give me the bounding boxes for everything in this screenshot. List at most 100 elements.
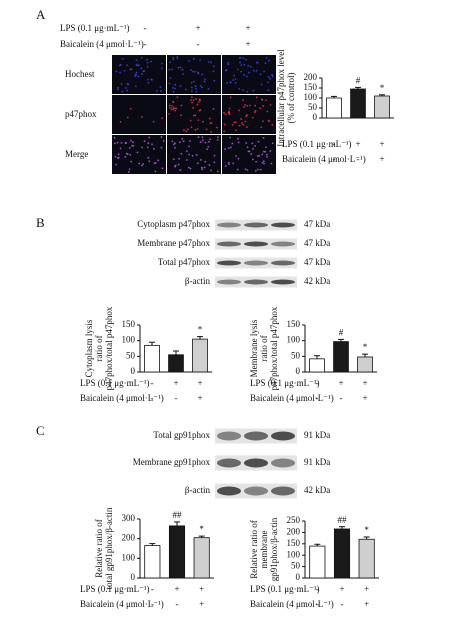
cell-dot (237, 157, 240, 160)
cell-dot (160, 90, 162, 92)
bar (333, 341, 349, 373)
cell-dot (261, 99, 264, 101)
cell-dot (179, 85, 182, 87)
cell-dot (194, 85, 197, 87)
blot-band (271, 431, 295, 441)
cell-dot (174, 109, 177, 112)
cell-dot (203, 80, 206, 83)
cell-dot (201, 139, 204, 142)
blot-band (217, 241, 241, 247)
cell-dot (267, 89, 270, 92)
cell-dot (169, 77, 172, 79)
cell-dot (255, 96, 258, 99)
cell-dot (126, 82, 129, 85)
cell-dot (138, 162, 141, 165)
cell-dot (265, 99, 267, 102)
cell-dot (117, 157, 119, 160)
blot-band (244, 431, 268, 441)
cell-dot (245, 142, 248, 144)
blot-size: 42 kDa (304, 485, 330, 495)
cell-dot (196, 162, 199, 165)
micrograph (167, 135, 221, 174)
cell-dot (169, 106, 171, 109)
cell-dot (143, 140, 146, 143)
blot-label: β-actin (185, 485, 211, 495)
treatment-mark: - (151, 378, 154, 388)
cell-dot (244, 168, 247, 171)
treatment-mark: + (199, 584, 204, 594)
cell-dot (246, 104, 249, 107)
treatment-mark: + (364, 599, 369, 609)
cell-dot (196, 103, 199, 106)
y-tick-label: 150 (287, 319, 301, 329)
y-tick-label: 50 (308, 102, 318, 112)
cell-dot (176, 96, 179, 99)
cell-dot (160, 146, 163, 149)
cell-dot (200, 166, 203, 169)
cell-dot (120, 141, 123, 144)
bar (309, 545, 326, 579)
cell-dot (174, 83, 177, 86)
cell-dot (160, 67, 163, 70)
cell-dot (150, 78, 153, 81)
cell-dot (242, 89, 245, 92)
cell-dot (135, 71, 138, 74)
treatment-mark: + (379, 154, 384, 164)
significance-mark: * (199, 524, 204, 534)
cell-dot (160, 136, 163, 138)
cell-dot (223, 123, 226, 126)
treatment-mark: - (316, 393, 319, 403)
image-row-label: Merge (65, 149, 88, 159)
cell-dot (162, 140, 165, 142)
cell-dot (252, 158, 254, 161)
cell-dot (125, 87, 127, 89)
blot-band (217, 222, 241, 228)
cell-dot (262, 136, 265, 139)
cell-dot (129, 68, 132, 71)
cell-dot (266, 156, 269, 158)
cell-dot (250, 153, 253, 155)
cell-dot (240, 118, 243, 120)
blot-label: Membrane p47phox (137, 238, 210, 248)
cell-dot (245, 58, 247, 61)
cell-dot (188, 145, 190, 148)
y-axis-label: gp91phox/β-actin (269, 517, 279, 581)
cell-dot (227, 61, 230, 64)
blot-band (217, 486, 241, 496)
cell-dot (194, 114, 197, 117)
significance-mark: # (356, 75, 361, 85)
cell-dot (159, 86, 162, 89)
cell-dot (188, 59, 191, 62)
cell-dot (126, 64, 129, 67)
cell-dot (232, 162, 235, 165)
cell-dot (113, 136, 116, 139)
cell-dot (260, 126, 263, 129)
micrograph (222, 95, 276, 134)
cell-dot (244, 103, 246, 106)
cell-dot (256, 168, 259, 171)
cell-dot (267, 75, 270, 78)
cell-dot (117, 88, 119, 91)
cell-dot (121, 90, 124, 93)
cell-dot (232, 79, 235, 81)
cell-dot (119, 120, 122, 123)
y-tick-label: 100 (122, 335, 136, 345)
cell-dot (262, 120, 264, 123)
bar (168, 525, 186, 579)
cell-dot (199, 85, 202, 87)
cell-dot (212, 70, 215, 73)
cell-dot (254, 169, 257, 172)
cell-dot (203, 78, 206, 81)
blot-label: Membrane gp91phox (133, 457, 211, 467)
cell-dot (236, 68, 239, 71)
treatment-mark: - (144, 39, 147, 49)
cell-dot (216, 126, 218, 129)
cell-dot (265, 153, 268, 156)
treatment-label: Baicalein (4 μmol·L⁻¹) (250, 599, 334, 609)
treatment-mark: + (338, 378, 343, 388)
cell-dot (195, 97, 197, 100)
cell-dot (230, 146, 232, 149)
cell-dot (147, 156, 150, 159)
cell-dot (262, 105, 264, 107)
cell-dot (253, 69, 255, 72)
